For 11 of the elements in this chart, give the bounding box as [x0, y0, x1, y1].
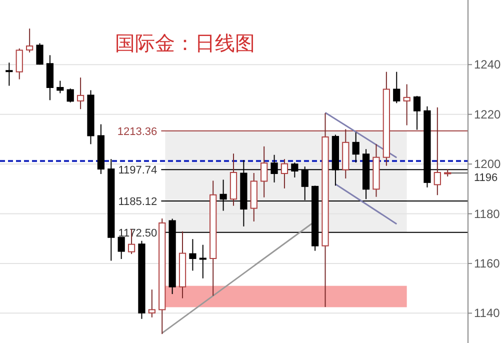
y-tick-label: 1240 [474, 58, 502, 72]
text: 国际金：日线图 [115, 33, 255, 55]
y-tick-label: 1140 [474, 306, 500, 320]
y-tick-label: 1180 [474, 206, 500, 221]
ref-line-label: 1197.74 [118, 164, 158, 177]
y-tick-label: 1200 [474, 157, 502, 172]
y-tick-label: 1220 [474, 107, 502, 122]
y-tick-label: 1160 [474, 256, 500, 270]
ref-line-label: 1213.36 [117, 126, 158, 138]
ref-line-label: 1185.12 [118, 196, 158, 208]
ref-line-label: 1196 [474, 172, 498, 184]
